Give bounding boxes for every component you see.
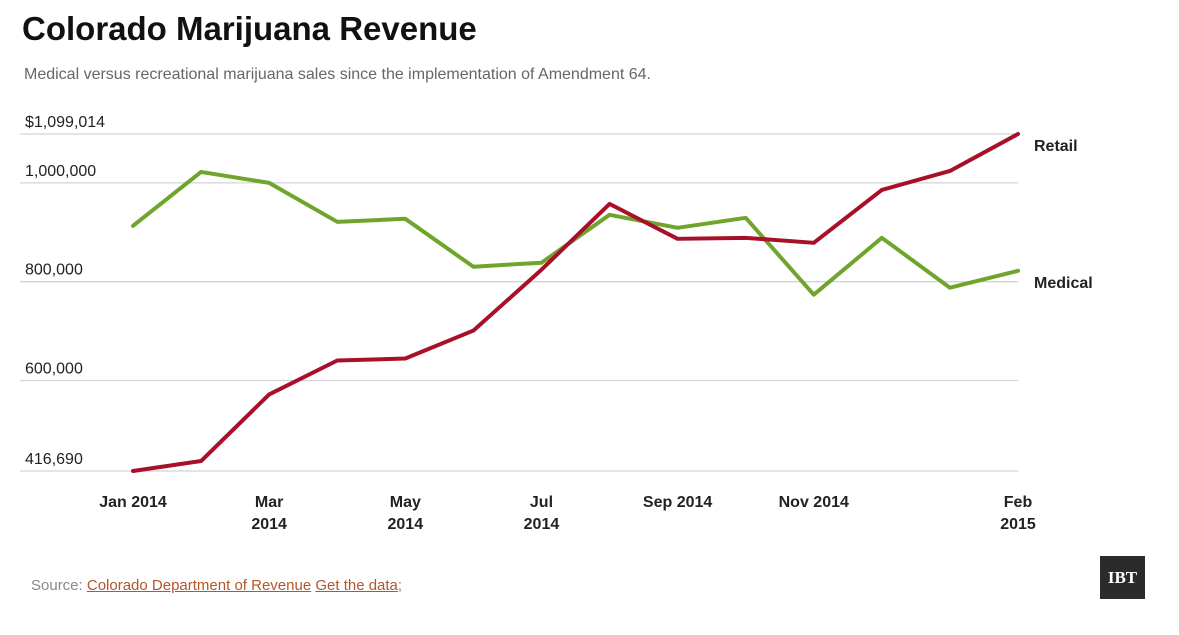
x-tick-label: 2014 xyxy=(388,516,424,533)
x-tick-label: Jul xyxy=(530,494,553,511)
source-label: Source: xyxy=(31,577,83,594)
y-tick-label: 1,000,000 xyxy=(25,163,96,180)
x-tick-label: 2015 xyxy=(1000,516,1036,533)
y-tick-label: 800,000 xyxy=(25,262,83,279)
source-trailing: ; xyxy=(397,577,403,594)
source-link[interactable]: Colorado Department of Revenue xyxy=(86,577,312,594)
x-tick-label: Nov 2014 xyxy=(779,494,849,511)
x-tick-label: 2014 xyxy=(251,516,287,533)
series-label-medical: Medical xyxy=(1034,275,1093,292)
source-note: Source: Colorado Department of Revenue G… xyxy=(31,577,402,594)
x-tick-label: Mar xyxy=(255,494,283,511)
chart-title: Colorado Marijuana Revenue xyxy=(22,10,477,47)
x-tick-label: May xyxy=(390,494,421,511)
chart-subtitle: Medical versus recreational marijuana sa… xyxy=(24,66,651,83)
x-tick-label: 2014 xyxy=(524,516,560,533)
series-line-retail xyxy=(131,132,1020,473)
get-data-link[interactable]: Get the data xyxy=(315,577,398,594)
x-tick-label: Sep 2014 xyxy=(643,494,712,511)
ibt-logo: IBT xyxy=(1100,556,1145,599)
x-tick-label: Jan 2014 xyxy=(99,494,167,511)
y-tick-label: 600,000 xyxy=(25,360,83,377)
y-tick-label: 416,690 xyxy=(25,451,83,468)
x-tick-label: Feb xyxy=(1004,494,1033,511)
series-label-retail: Retail xyxy=(1034,138,1078,155)
y-tick-label: $1,099,014 xyxy=(25,114,105,131)
